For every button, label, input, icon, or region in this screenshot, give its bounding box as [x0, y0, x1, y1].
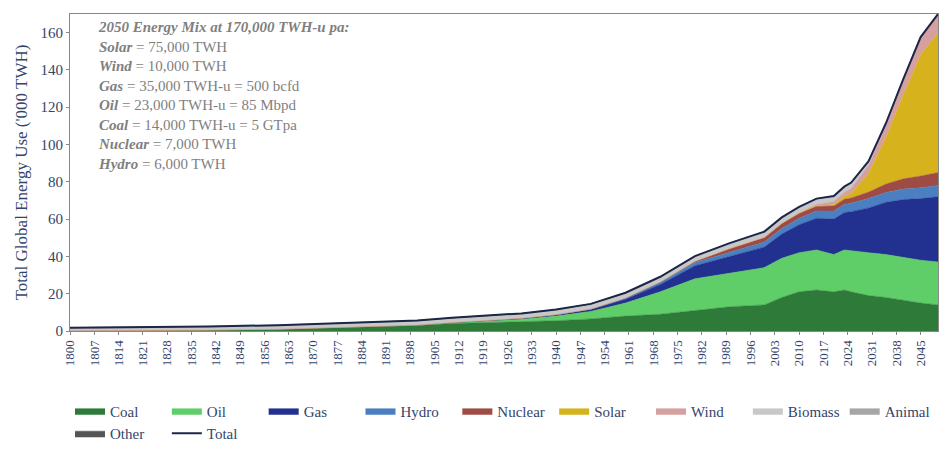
- svg-text:Animal: Animal: [885, 404, 930, 420]
- svg-text:1996: 1996: [743, 340, 758, 367]
- svg-text:2010: 2010: [791, 340, 806, 366]
- svg-text:1961: 1961: [621, 340, 636, 366]
- svg-text:20: 20: [48, 286, 63, 302]
- svg-text:Total Global Energy Use ('000: Total Global Energy Use ('000 TWH): [12, 45, 31, 301]
- svg-text:1891: 1891: [378, 340, 393, 366]
- svg-text:1954: 1954: [597, 340, 612, 367]
- svg-text:1870: 1870: [305, 340, 320, 366]
- svg-text:100: 100: [41, 137, 64, 153]
- svg-text:Gas: Gas: [304, 404, 327, 420]
- svg-text:Total: Total: [207, 426, 238, 442]
- svg-text:1905: 1905: [427, 340, 442, 366]
- svg-text:80: 80: [48, 174, 63, 190]
- svg-text:1800: 1800: [62, 340, 77, 366]
- svg-text:2003: 2003: [767, 340, 782, 366]
- svg-text:1940: 1940: [548, 340, 563, 366]
- svg-text:2038: 2038: [889, 340, 904, 366]
- svg-text:1828: 1828: [159, 340, 174, 366]
- svg-text:1919: 1919: [475, 340, 490, 366]
- svg-text:1807: 1807: [87, 340, 102, 367]
- svg-text:Nuclear: Nuclear: [497, 404, 544, 420]
- svg-text:2045: 2045: [913, 340, 928, 366]
- svg-text:1898: 1898: [402, 340, 417, 366]
- svg-text:Oil: Oil: [207, 404, 226, 420]
- svg-text:140: 140: [41, 62, 64, 78]
- svg-text:Coal: Coal: [110, 404, 138, 420]
- svg-text:1989: 1989: [718, 340, 733, 366]
- svg-text:1814: 1814: [111, 340, 126, 367]
- svg-text:1821: 1821: [135, 340, 150, 366]
- svg-text:2050 Energy Mix at 170,000 TWH: 2050 Energy Mix at 170,000 TWH-u pa:Sola…: [98, 19, 349, 172]
- svg-text:1835: 1835: [184, 340, 199, 366]
- svg-text:1968: 1968: [646, 340, 661, 366]
- svg-text:Solar: Solar: [594, 404, 626, 420]
- svg-text:1933: 1933: [524, 340, 539, 366]
- svg-text:Biomass: Biomass: [788, 404, 840, 420]
- svg-text:2031: 2031: [864, 340, 879, 366]
- svg-text:160: 160: [41, 25, 64, 41]
- svg-text:1849: 1849: [232, 340, 247, 366]
- svg-text:2024: 2024: [840, 340, 855, 367]
- svg-text:1926: 1926: [500, 340, 515, 367]
- svg-text:1912: 1912: [451, 340, 466, 366]
- svg-text:1982: 1982: [694, 340, 709, 366]
- svg-text:1877: 1877: [330, 340, 345, 367]
- svg-text:120: 120: [41, 99, 64, 115]
- svg-text:2017: 2017: [816, 340, 831, 367]
- svg-text:1863: 1863: [281, 340, 296, 366]
- svg-text:Wind: Wind: [691, 404, 724, 420]
- svg-text:1884: 1884: [354, 340, 369, 367]
- svg-text:60: 60: [48, 211, 63, 227]
- svg-text:Hydro: Hydro: [401, 404, 439, 420]
- svg-text:0: 0: [56, 323, 64, 339]
- svg-text:40: 40: [48, 249, 63, 265]
- svg-text:Other: Other: [110, 426, 144, 442]
- svg-text:1975: 1975: [670, 340, 685, 366]
- svg-text:1856: 1856: [257, 340, 272, 367]
- svg-text:1947: 1947: [573, 340, 588, 367]
- svg-text:1842: 1842: [208, 340, 223, 366]
